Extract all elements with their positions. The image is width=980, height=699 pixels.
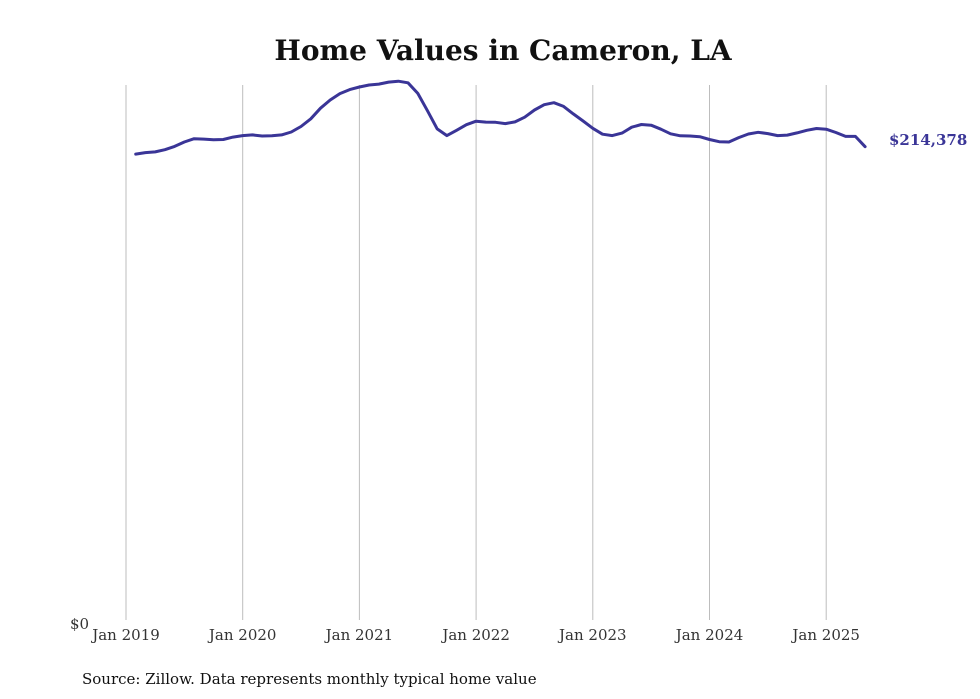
- chart-title: Home Values in Cameron, LA: [274, 34, 733, 67]
- x-tick-label-1: Jan 2020: [207, 626, 277, 644]
- x-tick-label-3: Jan 2022: [440, 626, 510, 644]
- x-tick-label-5: Jan 2024: [674, 626, 744, 644]
- x-tick-label-0: Jan 2019: [90, 626, 160, 644]
- x-tick-label-6: Jan 2025: [790, 626, 860, 644]
- x-tick-label-4: Jan 2023: [557, 626, 627, 644]
- gridlines: [125, 85, 827, 620]
- x-tick-label-2: Jan 2021: [324, 626, 394, 644]
- home-value-line: [134, 79, 867, 156]
- y-axis-zero-label: $0: [70, 615, 89, 633]
- source-note: Source: Zillow. Data represents monthly …: [82, 670, 537, 688]
- end-value-label: $214,378: [889, 131, 967, 149]
- x-axis-ticks: Jan 2019 Jan 2020 Jan 2021 Jan 2022 Jan 2023…: [90, 626, 860, 644]
